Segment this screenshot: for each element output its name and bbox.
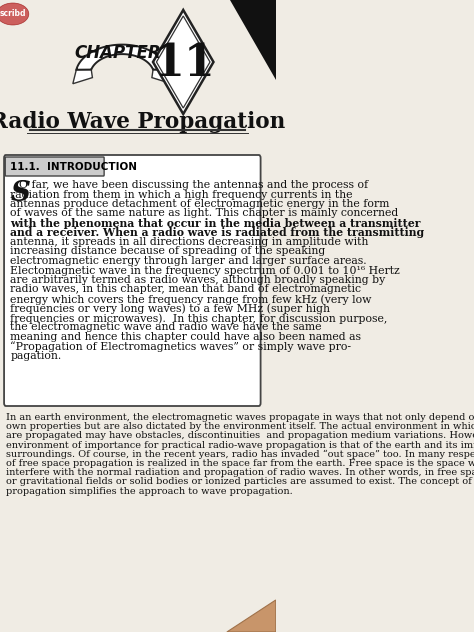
- Text: interfere with the normal radiation and propagation of radio waves. In other wor: interfere with the normal radiation and …: [6, 468, 474, 477]
- Polygon shape: [73, 70, 92, 83]
- Ellipse shape: [0, 3, 29, 25]
- Polygon shape: [153, 10, 213, 114]
- Text: electromagnetic energy through larger and larger surface areas.: electromagnetic energy through larger an…: [10, 256, 367, 266]
- Text: environment of importance for practical radio-wave propagation is that of the ea: environment of importance for practical …: [6, 441, 474, 449]
- FancyBboxPatch shape: [4, 155, 261, 406]
- Text: surroundings. Of course, in the recent years, radio has invaded “out space” too.: surroundings. Of course, in the recent y…: [6, 450, 474, 459]
- Text: antenna, it spreads in all directions decreasing in amplitude with: antenna, it spreads in all directions de…: [10, 237, 369, 247]
- Text: or gravitational fields or solid bodies or ionized particles are assumed to exis: or gravitational fields or solid bodies …: [6, 477, 474, 487]
- Text: radiation from them in which a high frequency currents in the: radiation from them in which a high freq…: [10, 190, 353, 200]
- Text: energy which covers the frequency range from few kHz (very low: energy which covers the frequency range …: [10, 294, 372, 305]
- Text: of waves of the same nature as light. This chapter is mainly concerned: of waves of the same nature as light. Th…: [10, 209, 399, 219]
- Text: own properties but are also dictated by the environment itself. The actual envir: own properties but are also dictated by …: [6, 422, 474, 431]
- Text: and a receiver. When a radio wave is radiated from the transmitting: and a receiver. When a radio wave is rad…: [10, 228, 425, 238]
- Text: 11: 11: [154, 42, 215, 85]
- Text: Radio Wave Propagation: Radio Wave Propagation: [0, 111, 285, 133]
- Text: propagation simplifies the approach to wave propagation.: propagation simplifies the approach to w…: [6, 487, 292, 495]
- FancyBboxPatch shape: [5, 157, 104, 176]
- Polygon shape: [230, 0, 276, 80]
- Text: Electomagnetic wave in the frequency spectrum of 0.001 to 10¹⁶ Hertz: Electomagnetic wave in the frequency spe…: [10, 265, 400, 276]
- Text: the electromagnetic wave and radio wave have the same: the electromagnetic wave and radio wave …: [10, 322, 322, 332]
- Text: In an earth environment, the electromagnetic waves propagate in ways that not on: In an earth environment, the electromagn…: [6, 413, 474, 422]
- Text: scribd: scribd: [0, 9, 26, 18]
- FancyBboxPatch shape: [163, 47, 204, 77]
- Polygon shape: [152, 70, 172, 83]
- Text: with the phenomena that occur in the media between a transmitter: with the phenomena that occur in the med…: [10, 218, 421, 229]
- Text: are propagated may have obstacles, discontinuities  and propagation medium varia: are propagated may have obstacles, disco…: [6, 432, 474, 441]
- Polygon shape: [227, 600, 276, 632]
- Text: antennas produce detachment of electromagnetic energy in the form: antennas produce detachment of electroma…: [10, 199, 390, 209]
- Polygon shape: [76, 45, 168, 70]
- Text: 11.1.  INTRODUCTION: 11.1. INTRODUCTION: [10, 162, 137, 171]
- Text: pagation.: pagation.: [10, 351, 62, 361]
- Text: of free space propagation is realized in the space far from the earth. Free spac: of free space propagation is realized in…: [6, 459, 474, 468]
- Text: frequencies or very long waves) to a few MHz (super high: frequencies or very long waves) to a few…: [10, 303, 330, 314]
- Text: radio waves, in this chapter, mean that band of electromagnetic: radio waves, in this chapter, mean that …: [10, 284, 362, 295]
- Text: frequencies or microwaves).  In this chapter, for discussion purpose,: frequencies or microwaves). In this chap…: [10, 313, 388, 324]
- Text: CHAPTER: CHAPTER: [74, 44, 161, 62]
- Text: S: S: [10, 180, 30, 207]
- Text: “Propagation of Electromagnetics waves” or simply wave pro-: “Propagation of Electromagnetics waves” …: [10, 341, 351, 352]
- Text: increasing distance because of spreading of the speaking: increasing distance because of spreading…: [10, 246, 326, 257]
- Text: meaning and hence this chapter could have also been named as: meaning and hence this chapter could hav…: [10, 332, 362, 342]
- Text: O far, we have been discussing the antennas and the process of: O far, we have been discussing the anten…: [18, 180, 368, 190]
- Text: are arbitrarily termed as radio waves, although broadly speaking by: are arbitrarily termed as radio waves, a…: [10, 275, 386, 285]
